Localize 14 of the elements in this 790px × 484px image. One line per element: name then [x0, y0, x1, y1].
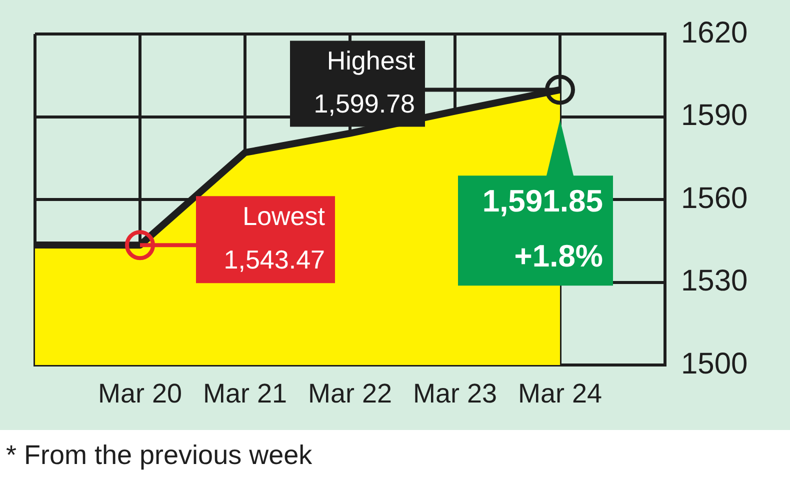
x-tick-label: Mar 23: [412, 378, 498, 409]
annotation: Highest 1,599.78: [314, 45, 416, 118]
y-tick-label: 1590: [681, 99, 748, 132]
x-tick-label: Mar 24: [518, 378, 602, 409]
y-tick-label: 1620: [681, 16, 748, 50]
y-tick-label: 1500: [681, 347, 748, 380]
annotation: Lowest 1,543.47: [224, 201, 326, 275]
y-tick-label: 1530: [681, 264, 748, 298]
y-tick-label: 1560: [681, 182, 748, 215]
x-tick-label: Mar 22: [308, 378, 392, 409]
text: * From the previous week: [6, 440, 312, 471]
annotation: 1,591.85 +1.8%: [482, 184, 603, 274]
x-tick-label: Mar 20: [98, 378, 182, 409]
x-tick-label: Mar 21: [202, 378, 288, 409]
